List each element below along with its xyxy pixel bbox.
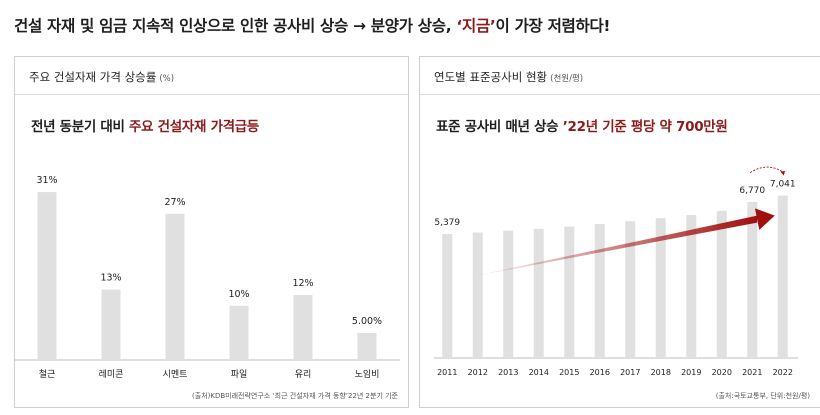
source-note: (출처:국토교통부, 단위:천원/평) (715, 392, 810, 400)
data-label: 13% (100, 273, 121, 284)
category-tick-label: 2016 (590, 368, 610, 377)
category-tick-label: 2017 (620, 368, 640, 377)
category-tick-label: 2012 (468, 368, 488, 377)
bar (716, 210, 727, 358)
panel-divider (15, 94, 408, 95)
bar (165, 213, 185, 360)
category-tick-label: 2021 (742, 368, 762, 377)
bar (655, 218, 666, 358)
headline-highlight: ‘지금’ (456, 17, 496, 35)
panel-title-unit: (%) (159, 74, 175, 84)
headline-part2: 이 가장 저렴하다! (495, 17, 611, 35)
bar (686, 214, 697, 358)
category-tick-label: 노임비 (355, 368, 380, 380)
category-tick-label: 2022 (773, 368, 793, 377)
bar (357, 332, 377, 360)
bar (293, 295, 313, 360)
panel-title: 연도별 표준공사비 현황 (천원/평) (434, 69, 583, 85)
category-tick-label: 2013 (498, 368, 518, 377)
subtitle-highlight: 주요 건설자재 가격급등 (129, 119, 260, 135)
standard-cost-panel: 연도별 표준공사비 현황 (천원/평) 표준 공사비 매년 상승 ’22년 기준 … (419, 56, 820, 408)
data-label: 5.00% (352, 316, 382, 327)
materials-bar-chart: 31% 철근 13% 레미콘 27% 시멘트 10% 파일 12% 유리 5.00% 노임비 (15, 175, 400, 380)
data-label: 7,041 (770, 180, 796, 190)
subtitle-plain: 전년 동분기 대비 (31, 119, 130, 135)
category-tick-label: 철근 (39, 369, 56, 380)
annotation-arrowhead (780, 170, 786, 176)
trend-arrow-head (754, 208, 775, 230)
bar (229, 305, 249, 360)
data-label: 27% (164, 197, 185, 208)
bar (442, 233, 453, 358)
category-tick-label: 2015 (559, 368, 579, 377)
bar (503, 230, 514, 358)
category-tick-label: 2018 (651, 368, 671, 377)
headline: 건설 자재 및 임금 지속적 인상으로 인한 공사비 상승 → 분양가 상승, … (14, 14, 611, 36)
data-label: 6,770 (739, 186, 765, 196)
bar (37, 192, 57, 360)
data-label: 12% (292, 278, 313, 289)
category-tick-label: 유리 (295, 369, 312, 380)
category-tick-label: 레미콘 (99, 369, 124, 380)
bar (472, 232, 483, 358)
panel-title: 주요 건설자재 가격 상승률 (%) (29, 69, 174, 85)
panel-subtitle: 표준 공사비 매년 상승 ’22년 기준 평당 약 700만원 (436, 115, 728, 135)
bar (533, 228, 544, 358)
panel-subtitle: 전년 동분기 대비 주요 건설자재 가격급등 (31, 115, 259, 135)
category-tick-label: 시멘트 (163, 369, 188, 380)
standard-cost-bar-chart: 5,379 2011 2012 2013 2014 2015 2016 2017 2018 201… (434, 166, 798, 377)
bar (594, 223, 605, 358)
bar (625, 221, 636, 358)
category-tick-label: 2020 (712, 368, 732, 377)
panel-divider (420, 94, 820, 95)
bar (101, 289, 121, 360)
headline-part1: 건설 자재 및 임금 지속적 인상으로 인한 공사비 상승 → 분양가 상승, (14, 17, 457, 35)
subtitle-plain: 표준 공사비 매년 상승 (436, 119, 563, 135)
data-label: 5,379 (434, 218, 460, 228)
data-label: 31% (36, 175, 57, 186)
panel-title-text: 주요 건설자재 가격 상승률 (29, 70, 157, 84)
materials-price-panel: 주요 건설자재 가격 상승률 (%) 전년 동분기 대비 주요 건설자재 가격급등… (14, 56, 409, 408)
bar (747, 201, 758, 358)
source-note: (출처)KDB미래전략연구소 ‘최근 건설자재 가격 동향’22년 2분기 기준 (192, 392, 398, 400)
category-tick-label: 2019 (681, 368, 701, 377)
data-label: 10% (228, 289, 249, 300)
annotation-arc (750, 166, 785, 173)
category-tick-label: 2011 (437, 368, 457, 377)
panel-title-unit: (천원/평) (550, 74, 584, 84)
subtitle-highlight: ’22년 기준 평당 약 700만원 (562, 119, 728, 135)
category-tick-label: 파일 (231, 369, 248, 380)
category-tick-label: 2014 (529, 368, 549, 377)
bar (564, 226, 575, 358)
bar (777, 195, 788, 358)
panel-title-text: 연도별 표준공사비 현황 (434, 70, 548, 84)
